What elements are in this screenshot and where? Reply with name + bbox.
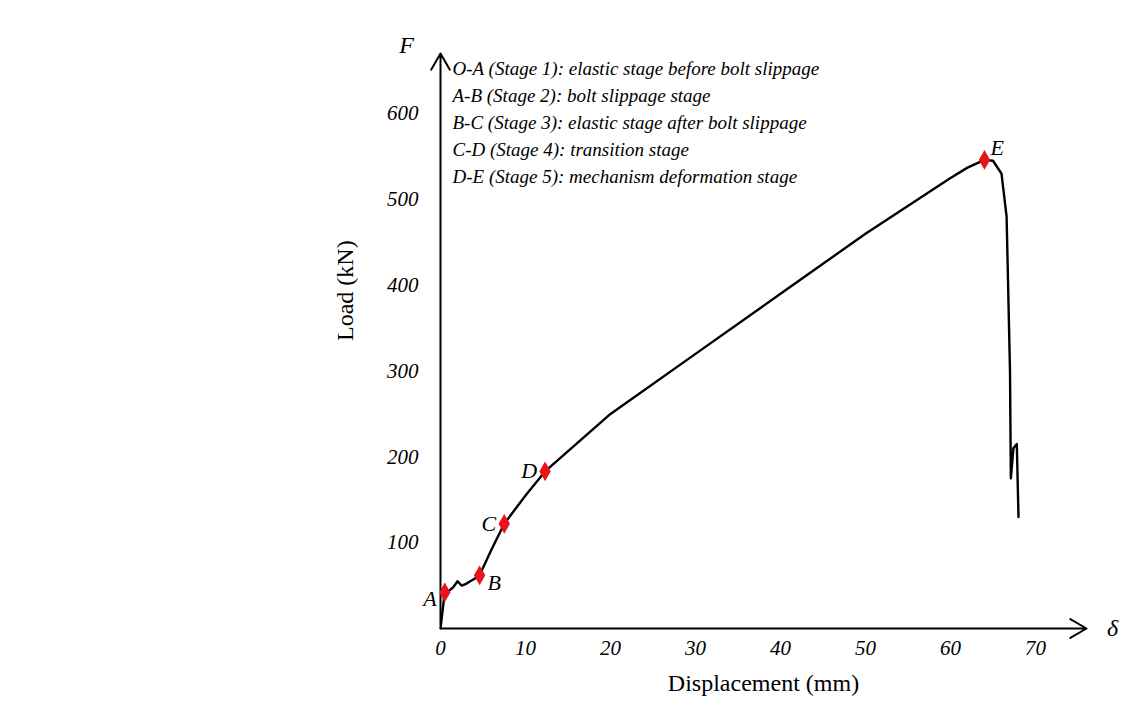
svg-text:E: E <box>990 135 1005 160</box>
svg-text:O-A (Stage 1): elastic stage b: O-A (Stage 1): elastic stage before bolt… <box>451 58 820 188</box>
svg-text:300: 300 <box>386 359 419 383</box>
svg-text:F: F <box>398 32 414 58</box>
svg-text:20: 20 <box>600 636 622 660</box>
svg-text:600: 600 <box>387 101 419 125</box>
svg-text:0: 0 <box>435 636 446 660</box>
svg-text:B: B <box>488 570 501 595</box>
svg-text:Displacement (mm): Displacement (mm) <box>668 670 859 696</box>
svg-text:D: D <box>520 458 537 483</box>
svg-text:Load (kN): Load (kN) <box>332 240 358 341</box>
svg-text:10: 10 <box>515 636 537 660</box>
svg-text:50: 50 <box>855 636 877 660</box>
svg-text:70: 70 <box>1025 636 1047 660</box>
svg-text:500: 500 <box>387 187 419 211</box>
svg-text:A: A <box>421 585 437 610</box>
svg-text:δ: δ <box>1107 615 1119 641</box>
svg-text:400: 400 <box>387 273 419 297</box>
svg-text:200: 200 <box>387 445 419 469</box>
svg-text:60: 60 <box>940 636 962 660</box>
svg-text:30: 30 <box>684 636 707 660</box>
svg-text:C: C <box>482 511 497 536</box>
svg-text:100: 100 <box>387 530 419 554</box>
svg-text:40: 40 <box>770 636 792 660</box>
